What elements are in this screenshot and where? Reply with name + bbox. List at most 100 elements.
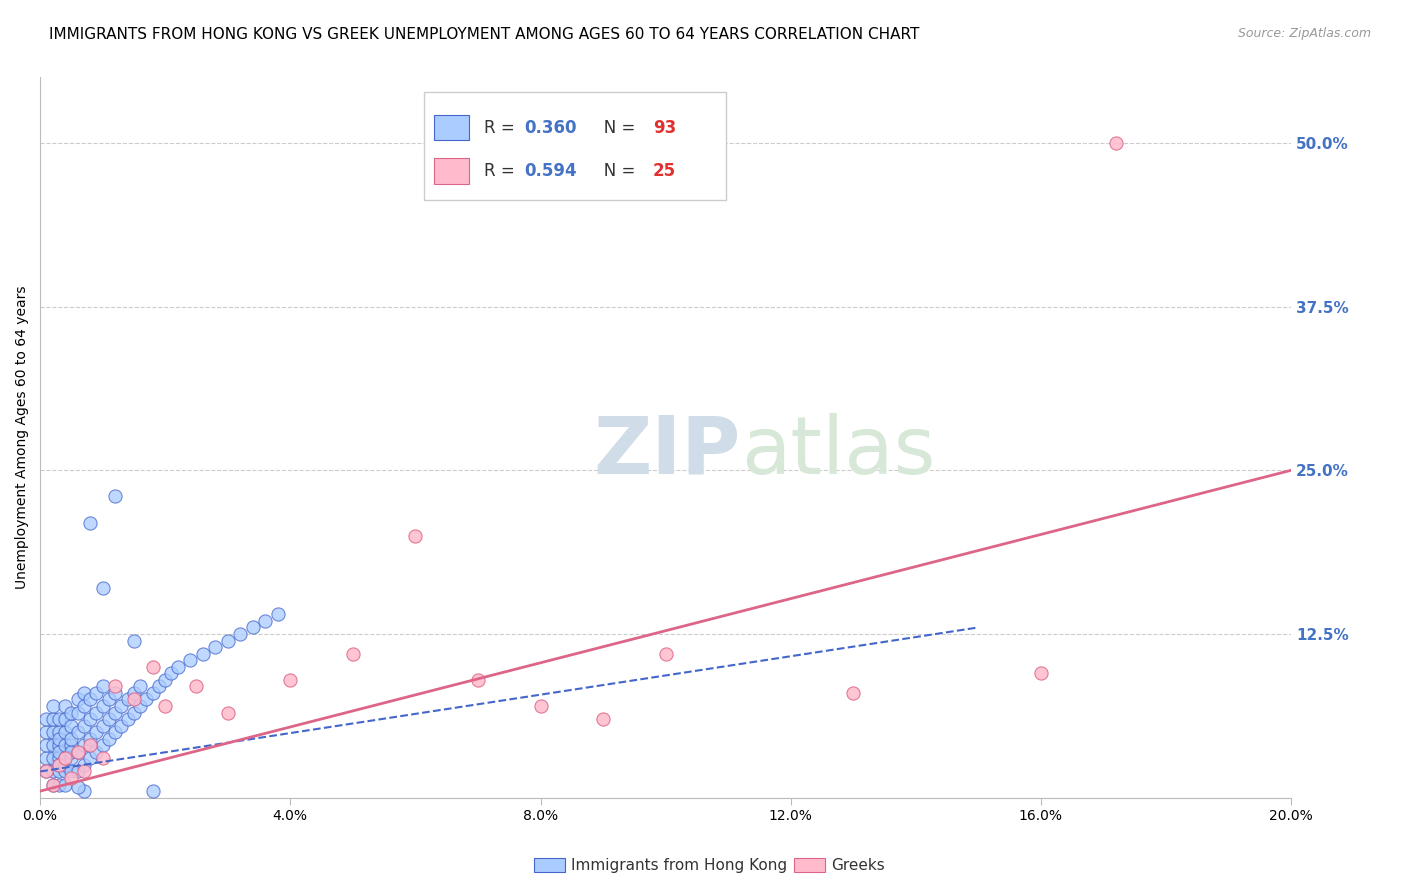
Point — [41, 739, 63, 753]
Point — [35, 725, 58, 739]
Text: Source: ZipAtlas.com: Source: ZipAtlas.com — [1237, 27, 1371, 40]
Point — [73, 764, 96, 779]
Point — [60, 751, 83, 765]
Point — [91, 581, 114, 595]
Point — [104, 490, 127, 504]
Point — [60, 764, 83, 779]
Point — [91, 698, 114, 713]
Point — [66, 745, 89, 759]
Point — [53, 778, 76, 792]
Point — [66, 706, 89, 720]
Point — [48, 712, 70, 726]
Point — [86, 745, 108, 759]
Point — [60, 739, 83, 753]
Point — [529, 698, 551, 713]
Point — [267, 607, 290, 622]
Point — [35, 712, 58, 726]
Point — [41, 712, 63, 726]
Point — [66, 764, 89, 779]
Point — [35, 739, 58, 753]
Text: 25: 25 — [654, 162, 676, 180]
Point — [117, 692, 139, 706]
Point — [155, 698, 177, 713]
Point — [48, 739, 70, 753]
Point — [79, 692, 101, 706]
Point — [48, 731, 70, 746]
Point — [86, 706, 108, 720]
Point — [86, 725, 108, 739]
Point — [73, 686, 96, 700]
Point — [79, 731, 101, 746]
Point — [79, 739, 101, 753]
Point — [122, 706, 145, 720]
Point — [48, 758, 70, 772]
Point — [48, 725, 70, 739]
Point — [122, 692, 145, 706]
Point — [53, 751, 76, 765]
Point — [41, 778, 63, 792]
Point — [104, 725, 127, 739]
Point — [60, 719, 83, 733]
Point — [155, 673, 177, 687]
Point — [242, 620, 264, 634]
Point — [73, 784, 96, 798]
Point — [91, 719, 114, 733]
Point — [48, 758, 70, 772]
Point — [217, 633, 239, 648]
Point — [104, 706, 127, 720]
Point — [97, 692, 120, 706]
Point — [48, 745, 70, 759]
Point — [73, 758, 96, 772]
Point — [842, 686, 865, 700]
Point — [41, 698, 63, 713]
Point — [122, 686, 145, 700]
Point — [278, 673, 301, 687]
Point — [73, 719, 96, 733]
Point — [60, 771, 83, 785]
Point — [1029, 666, 1052, 681]
Point — [135, 692, 157, 706]
Point — [204, 640, 226, 654]
Point — [79, 751, 101, 765]
Point — [654, 647, 676, 661]
Text: 0.594: 0.594 — [524, 162, 576, 180]
Point — [148, 679, 170, 693]
Bar — [434, 159, 470, 184]
Text: atlas: atlas — [741, 413, 935, 491]
Text: Greeks: Greeks — [831, 858, 884, 872]
Point — [254, 614, 277, 628]
Point — [73, 739, 96, 753]
Point — [35, 764, 58, 779]
Text: IMMIGRANTS FROM HONG KONG VS GREEK UNEMPLOYMENT AMONG AGES 60 TO 64 YEARS CORREL: IMMIGRANTS FROM HONG KONG VS GREEK UNEMP… — [49, 27, 920, 42]
Point — [66, 692, 89, 706]
Point — [191, 647, 214, 661]
Point — [110, 719, 132, 733]
Bar — [434, 115, 470, 140]
Point — [122, 633, 145, 648]
Point — [1105, 136, 1128, 150]
Point — [79, 712, 101, 726]
Point — [86, 686, 108, 700]
Point — [229, 627, 252, 641]
Point — [592, 712, 614, 726]
Point — [53, 764, 76, 779]
Point — [104, 679, 127, 693]
Point — [342, 647, 364, 661]
Point — [48, 751, 70, 765]
Text: 93: 93 — [654, 119, 676, 136]
Text: N =: N = — [588, 119, 641, 136]
Point — [53, 751, 76, 765]
Point — [404, 529, 426, 543]
Y-axis label: Unemployment Among Ages 60 to 64 years: Unemployment Among Ages 60 to 64 years — [15, 285, 30, 590]
Point — [186, 679, 208, 693]
Point — [66, 725, 89, 739]
FancyBboxPatch shape — [425, 92, 725, 200]
Point — [179, 653, 201, 667]
Point — [91, 751, 114, 765]
Point — [91, 739, 114, 753]
Point — [142, 784, 165, 798]
Point — [60, 706, 83, 720]
Point — [35, 764, 58, 779]
Point — [217, 706, 239, 720]
Text: ZIP: ZIP — [593, 413, 741, 491]
